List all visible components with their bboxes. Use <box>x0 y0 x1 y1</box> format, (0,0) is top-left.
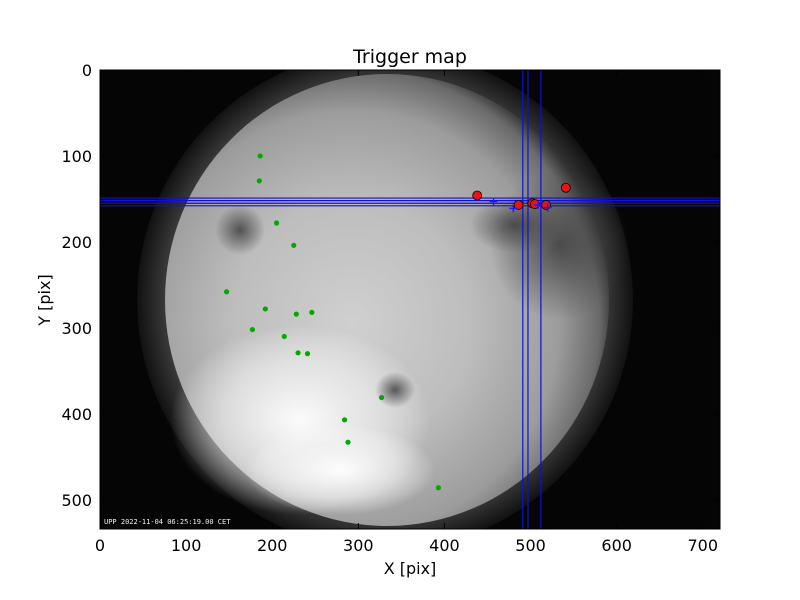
y-tick-label: 500 <box>61 491 92 510</box>
green-trigger-point <box>249 326 256 333</box>
blue-trigger-marker <box>489 197 498 206</box>
dark-sky-patch <box>470 197 560 253</box>
x-tick-label: 200 <box>257 536 288 555</box>
green-trigger-point <box>304 351 311 357</box>
blue-trigger-marker <box>534 200 543 209</box>
y-axis: 0 100 200 300 400 500 <box>61 61 720 510</box>
green-trigger-point <box>341 417 348 423</box>
trigger-markers <box>223 153 571 491</box>
x-tick-label: 300 <box>343 536 374 555</box>
x-tick-label: 100 <box>171 536 202 555</box>
green-trigger-point <box>257 153 263 159</box>
green-trigger-point <box>309 309 315 315</box>
dark-sky-patch <box>215 205 265 255</box>
chart-title: Trigger map <box>352 46 467 68</box>
plot-frame <box>99 69 721 530</box>
plot-area: UPP 2022-11-04 06:25:19.00 CET <box>99 69 721 530</box>
green-trigger-point <box>256 178 262 184</box>
green-trigger-point <box>293 311 299 317</box>
blue-trigger-marker <box>543 203 552 212</box>
green-trigger-point <box>281 333 287 340</box>
bright-horizon-glow <box>245 425 435 515</box>
image-timestamp: UPP 2022-11-04 06:25:19.00 CET <box>104 518 231 526</box>
red-trigger-point <box>560 182 571 193</box>
green-trigger-point <box>378 394 385 401</box>
x-tick-label: 400 <box>429 536 460 555</box>
red-trigger-point <box>529 199 540 209</box>
y-axis-title: Y [pix] <box>35 274 54 326</box>
green-trigger-point <box>291 242 297 248</box>
y-tick-label: 100 <box>61 147 92 166</box>
y-tick-label: 300 <box>61 319 92 338</box>
x-tick-label: 600 <box>601 536 632 555</box>
green-trigger-point <box>435 485 442 491</box>
green-trigger-point <box>345 439 351 445</box>
blue-trigger-marker <box>509 204 518 213</box>
red-trigger-point <box>472 190 483 201</box>
green-trigger-point <box>262 306 268 312</box>
trigger-reference-lines <box>100 70 720 529</box>
x-axis-title: X [pix] <box>384 559 437 578</box>
green-trigger-point <box>223 289 230 295</box>
green-trigger-point <box>273 220 280 226</box>
x-axis: 0 100 200 300 400 500 600 700 <box>95 70 718 555</box>
y-tick-label: 200 <box>61 233 92 252</box>
x-tick-label: 700 <box>688 536 719 555</box>
sky-image: UPP 2022-11-04 06:25:19.00 CET <box>100 70 720 529</box>
x-tick-label: 500 <box>515 536 546 555</box>
y-tick-label: 0 <box>82 61 92 80</box>
green-trigger-point <box>295 350 301 356</box>
x-tick-label: 0 <box>95 536 105 555</box>
y-tick-label: 400 <box>61 405 92 424</box>
dark-sky-patch <box>375 372 415 408</box>
